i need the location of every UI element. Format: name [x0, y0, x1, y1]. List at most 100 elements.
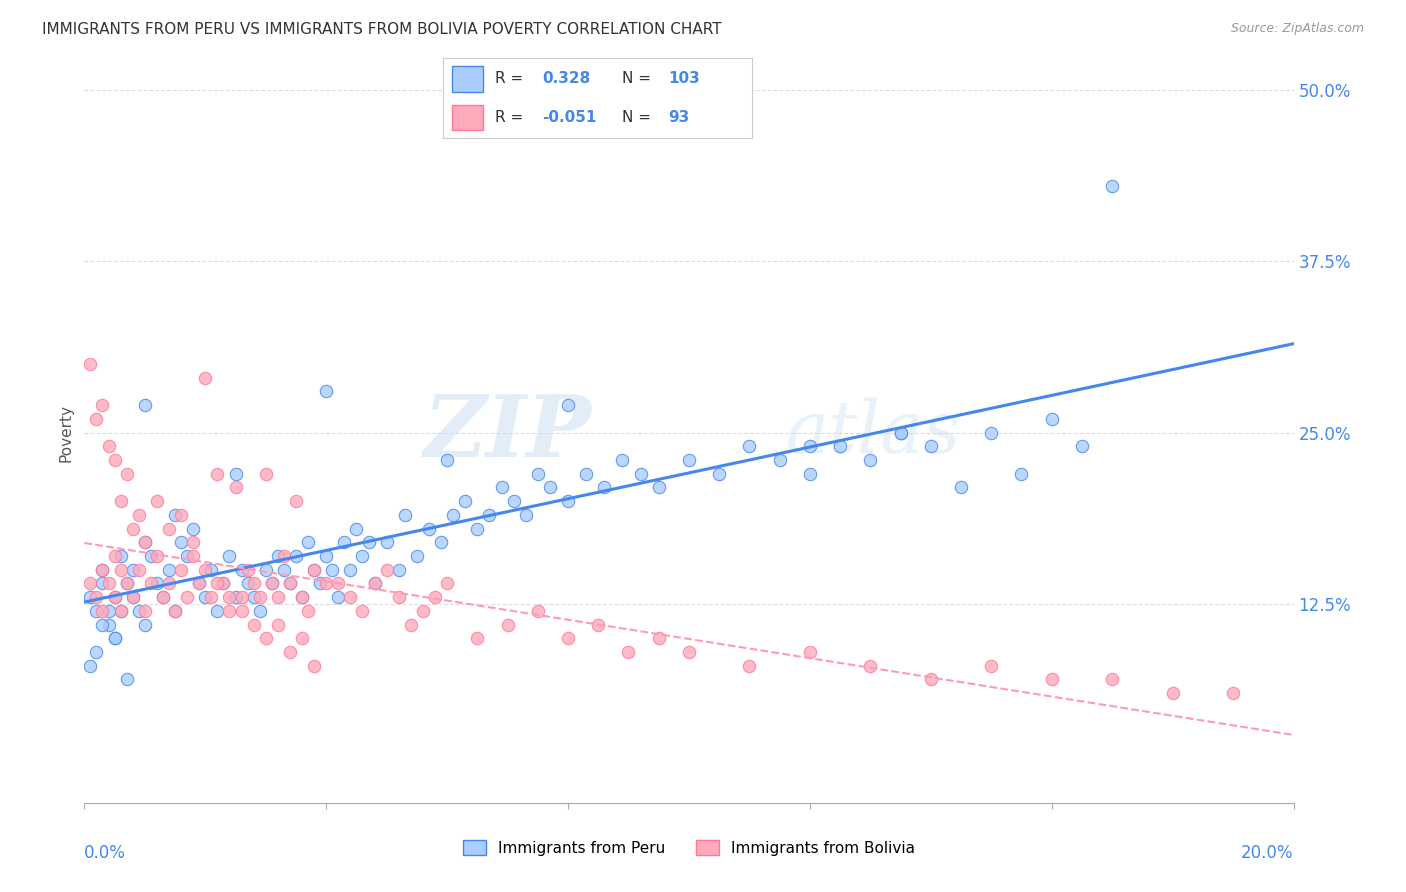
Point: [859, 453, 882, 467]
Point: [315, 576, 337, 591]
Point: [242, 590, 264, 604]
Y-axis label: Poverty: Poverty: [58, 403, 73, 462]
Point: [328, 576, 350, 591]
Point: [859, 658, 882, 673]
Point: [79, 576, 101, 591]
Point: [128, 604, 150, 618]
Point: [225, 467, 247, 481]
Point: [91, 617, 114, 632]
Point: [91, 604, 114, 618]
Point: [375, 535, 398, 549]
Point: [278, 576, 301, 591]
Point: [920, 673, 942, 687]
Point: [104, 590, 127, 604]
Point: [218, 549, 240, 563]
Point: [617, 645, 640, 659]
Point: [678, 453, 700, 467]
Point: [200, 563, 222, 577]
Point: [799, 439, 821, 453]
Point: [467, 632, 489, 646]
Point: [152, 590, 174, 604]
Point: [121, 590, 143, 604]
Point: [267, 549, 290, 563]
Point: [110, 604, 132, 618]
Point: [86, 604, 108, 618]
Point: [575, 467, 598, 481]
Point: [134, 535, 156, 549]
Text: N =: N =: [623, 71, 657, 87]
Point: [321, 563, 343, 577]
Point: [97, 439, 120, 453]
Point: [104, 453, 127, 467]
Point: [557, 632, 579, 646]
Point: [194, 371, 217, 385]
Text: 0.0%: 0.0%: [84, 844, 127, 862]
Point: [273, 549, 295, 563]
Text: Source: ZipAtlas.com: Source: ZipAtlas.com: [1230, 22, 1364, 36]
Point: [104, 632, 127, 646]
Point: [115, 673, 138, 687]
Point: [254, 563, 277, 577]
Point: [254, 467, 277, 481]
Point: [297, 535, 319, 549]
Point: [309, 576, 332, 591]
Point: [91, 398, 114, 412]
Point: [254, 632, 277, 646]
Point: [86, 412, 108, 426]
Point: [231, 590, 253, 604]
Point: [152, 590, 174, 604]
Text: R =: R =: [495, 110, 529, 125]
Point: [388, 563, 411, 577]
Point: [218, 604, 240, 618]
Point: [363, 576, 385, 591]
Text: -0.051: -0.051: [541, 110, 596, 125]
Point: [394, 508, 416, 522]
Point: [97, 617, 120, 632]
Point: [134, 535, 156, 549]
Point: [267, 590, 290, 604]
Point: [302, 658, 325, 673]
Point: [146, 494, 169, 508]
Point: [176, 549, 198, 563]
Text: atlas: atlas: [786, 397, 962, 468]
Point: [527, 467, 550, 481]
Point: [146, 549, 169, 563]
Point: [339, 563, 361, 577]
FancyBboxPatch shape: [453, 104, 484, 130]
Point: [388, 590, 411, 604]
Point: [496, 617, 519, 632]
Point: [612, 453, 634, 467]
Point: [302, 563, 325, 577]
Point: [134, 617, 156, 632]
Legend: Immigrants from Peru, Immigrants from Bolivia: Immigrants from Peru, Immigrants from Bo…: [457, 834, 921, 862]
Point: [97, 576, 120, 591]
Point: [291, 632, 314, 646]
Point: [236, 576, 259, 591]
Point: [267, 617, 290, 632]
Point: [709, 467, 731, 481]
Point: [170, 563, 193, 577]
Point: [1011, 467, 1033, 481]
Point: [188, 576, 211, 591]
Point: [588, 617, 610, 632]
Point: [328, 590, 350, 604]
Point: [86, 590, 108, 604]
Point: [207, 604, 229, 618]
Point: [430, 535, 453, 549]
Point: [423, 590, 446, 604]
Point: [285, 494, 308, 508]
Point: [225, 480, 247, 494]
Point: [207, 576, 229, 591]
Point: [97, 604, 120, 618]
Point: [375, 563, 398, 577]
Point: [352, 604, 374, 618]
Point: [104, 632, 127, 646]
Point: [170, 535, 193, 549]
Text: 103: 103: [669, 71, 700, 87]
Point: [297, 604, 319, 618]
Point: [157, 563, 180, 577]
Point: [225, 590, 247, 604]
Text: 0.328: 0.328: [541, 71, 591, 87]
Point: [128, 508, 150, 522]
Point: [1222, 686, 1244, 700]
